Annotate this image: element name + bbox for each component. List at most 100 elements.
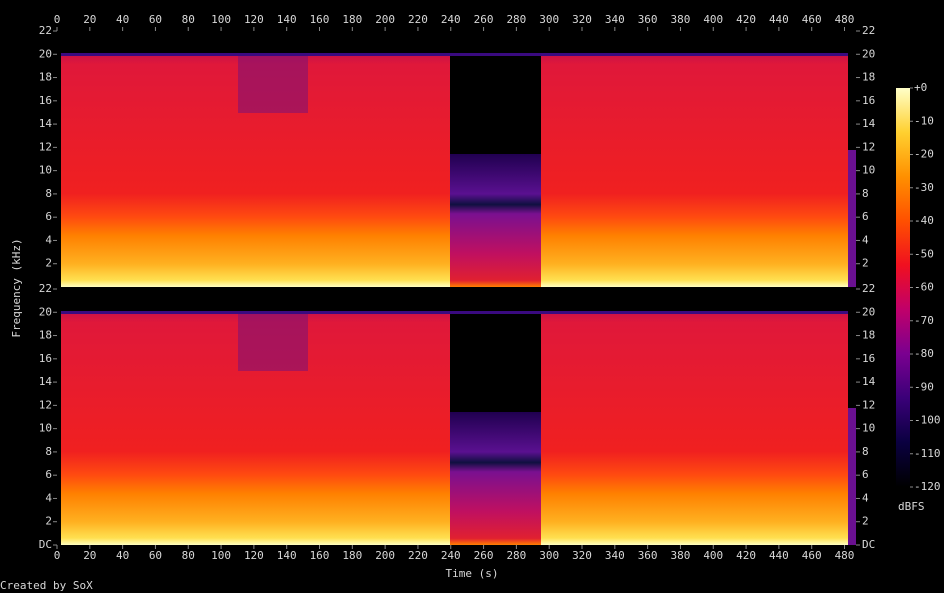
x-tick-label: 460 — [802, 549, 822, 562]
y-tick-label: 22 — [39, 24, 52, 37]
x-tick-label: 280 — [506, 549, 526, 562]
x-tick-label: 20 — [83, 549, 96, 562]
y-tick-label: 4 — [862, 233, 869, 246]
y-tick-label: 10 — [39, 164, 52, 177]
x-tick-label: 260 — [474, 549, 494, 562]
x-tick-label: 100 — [211, 549, 231, 562]
y-tick-label: 6 — [45, 210, 52, 223]
x-tick-label: 360 — [638, 549, 658, 562]
x-tick-label: 140 — [277, 13, 297, 26]
y-tick-label: 12 — [862, 140, 875, 153]
spectrogram-edge — [61, 311, 848, 314]
x-tick-label: 200 — [375, 13, 395, 26]
spectrogram-shade — [238, 53, 308, 113]
x-tick-label: 340 — [605, 549, 625, 562]
spectrogram-fade — [848, 408, 856, 545]
x-tick-label: 420 — [736, 549, 756, 562]
y-tick-label: 6 — [862, 468, 869, 481]
y-tick-label: 2 — [45, 515, 52, 528]
y-tick-label: 6 — [45, 468, 52, 481]
y-tick-label: 16 — [39, 94, 52, 107]
spectrogram-panels — [57, 31, 856, 545]
y-tick-label: 8 — [45, 187, 52, 200]
x-tick-label: 40 — [116, 13, 129, 26]
x-tick-label: 320 — [572, 549, 592, 562]
y-tick-label: 14 — [39, 117, 53, 130]
colorbar-tick-label: -40 — [914, 214, 934, 227]
y-tick-label: 12 — [862, 398, 875, 411]
x-tick-label: 340 — [605, 13, 625, 26]
spectrogram-shade — [238, 311, 308, 371]
x-tick-label: 180 — [342, 549, 362, 562]
y-tick-label: DC — [39, 538, 52, 551]
y-axis-label: Frequency (kHz) — [10, 238, 23, 337]
y-tick-label: 14 — [862, 375, 876, 388]
y-tick-label: 20 — [39, 47, 52, 60]
colorbar-tick-label: -30 — [914, 181, 934, 194]
x-axis-label: Time (s) — [446, 567, 499, 580]
colorbar-tick-label: +0 — [914, 81, 927, 94]
x-tick-label: 480 — [835, 13, 855, 26]
x-tick-label: 20 — [83, 13, 96, 26]
y-tick-label: 8 — [45, 445, 52, 458]
y-tick-label: 16 — [39, 352, 52, 365]
x-tick-label: 400 — [703, 549, 723, 562]
colorbar-tick-label: -20 — [914, 148, 934, 161]
x-tick-label: 380 — [671, 13, 691, 26]
spectrogram-fill — [541, 311, 848, 545]
colorbar-tick-label: -110 — [914, 447, 941, 460]
y-tick-label: 18 — [862, 329, 875, 342]
x-tick-label: 120 — [244, 549, 264, 562]
x-tick-label: 160 — [310, 549, 330, 562]
y-tick-label: 4 — [862, 491, 869, 504]
y-tick-label: 16 — [862, 352, 875, 365]
y-tick-label: 2 — [862, 515, 869, 528]
y-tick-label: 4 — [45, 491, 52, 504]
y-tick-label: 22 — [39, 282, 52, 295]
colorbar-label: dBFS — [898, 500, 925, 513]
spectrogram-fill — [450, 412, 541, 545]
x-tick-label: 140 — [277, 549, 297, 562]
x-tick-label: 400 — [703, 13, 723, 26]
y-tick-label: 12 — [39, 398, 52, 411]
colorbar-tick-label: -100 — [914, 414, 941, 427]
y-tick-label: 16 — [862, 94, 875, 107]
spectrogram-edge — [61, 53, 848, 56]
colorbar-tick-label: -80 — [914, 347, 934, 360]
y-tick-label: 8 — [862, 187, 869, 200]
x-tick-label: 260 — [474, 13, 494, 26]
footer: Created by SoX — [0, 579, 93, 592]
x-tick-label: 60 — [149, 549, 162, 562]
y-tick-label: 14 — [39, 375, 53, 388]
colorbar-tick-label: -50 — [914, 247, 934, 260]
y-tick-label: 2 — [45, 257, 52, 270]
y-tick-label: 20 — [862, 47, 875, 60]
x-tick-label: 280 — [506, 13, 526, 26]
x-tick-label: 360 — [638, 13, 658, 26]
colorbar-tick-label: -120 — [914, 480, 941, 493]
x-tick-label: 0 — [54, 549, 61, 562]
x-tick-label: 380 — [671, 549, 691, 562]
y-tick-label: DC — [862, 538, 875, 551]
y-tick-label: 18 — [39, 71, 52, 84]
x-tick-label: 40 — [116, 549, 129, 562]
x-tick-label: 420 — [736, 13, 756, 26]
x-tick-label: 320 — [572, 13, 592, 26]
x-tick-label: 200 — [375, 549, 395, 562]
x-tick-label: 80 — [182, 549, 195, 562]
y-tick-label: 14 — [862, 117, 876, 130]
x-tick-label: 160 — [310, 13, 330, 26]
y-tick-label: 20 — [39, 305, 52, 318]
y-tick-label: 22 — [862, 24, 875, 37]
y-tick-label: 10 — [39, 422, 52, 435]
x-tick-label: 240 — [441, 549, 461, 562]
y-tick-label: 8 — [862, 445, 869, 458]
x-tick-label: 460 — [802, 13, 822, 26]
y-tick-label: 6 — [862, 210, 869, 223]
y-tick-label: 2 — [862, 257, 869, 270]
colorbar-tick-label: -90 — [914, 380, 934, 393]
y-tick-label: 12 — [39, 140, 52, 153]
y-tick-label: 18 — [862, 71, 875, 84]
x-tick-label: 80 — [182, 13, 195, 26]
